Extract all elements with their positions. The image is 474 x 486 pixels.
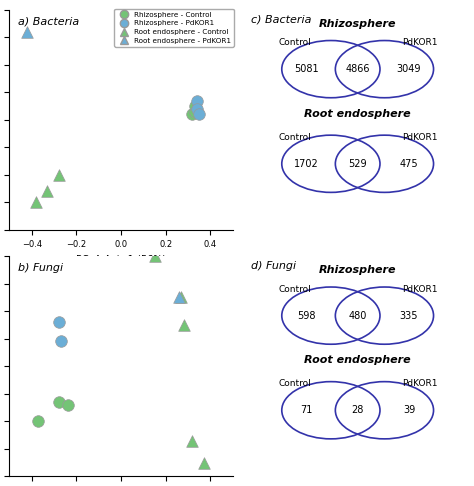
Point — [151, 252, 158, 260]
Text: 3049: 3049 — [397, 64, 421, 74]
Text: 5081: 5081 — [294, 64, 319, 74]
Text: 28: 28 — [352, 405, 364, 415]
Point — [24, 28, 31, 35]
Text: Control: Control — [279, 380, 311, 388]
Point — [193, 97, 201, 104]
Text: PdKOR1: PdKOR1 — [402, 285, 438, 294]
Text: 71: 71 — [300, 405, 312, 415]
Text: b) Fungi: b) Fungi — [18, 263, 64, 273]
Point — [178, 294, 185, 301]
Point — [55, 318, 63, 326]
Text: 1702: 1702 — [294, 159, 319, 169]
Point — [189, 110, 196, 118]
Text: Rhizosphere: Rhizosphere — [319, 18, 396, 29]
Text: 4866: 4866 — [346, 64, 370, 74]
Text: PdKOR1: PdKOR1 — [402, 380, 438, 388]
Text: Control: Control — [279, 133, 311, 142]
Legend: Rhizosphere - Control, Rhizosphere - PdKOR1, Root endosphere - Control, Root end: Rhizosphere - Control, Rhizosphere - PdK… — [114, 9, 234, 47]
Text: Control: Control — [279, 38, 311, 47]
Text: 335: 335 — [400, 311, 418, 321]
Text: Root endosphere: Root endosphere — [304, 109, 411, 119]
Point — [193, 105, 201, 113]
Point — [189, 436, 196, 444]
Text: 598: 598 — [297, 311, 316, 321]
Text: c) Bacteria: c) Bacteria — [251, 14, 311, 24]
Text: a) Bacteria: a) Bacteria — [18, 17, 80, 26]
Point — [175, 294, 183, 301]
Text: PdKOR1: PdKOR1 — [402, 133, 438, 142]
Point — [57, 338, 64, 346]
Text: 39: 39 — [403, 405, 415, 415]
Point — [55, 398, 63, 406]
Text: Rhizosphere: Rhizosphere — [319, 265, 396, 275]
X-axis label: PCoA Axis 1 (56%): PCoA Axis 1 (56%) — [76, 254, 166, 264]
Text: PdKOR1: PdKOR1 — [402, 38, 438, 47]
Point — [44, 188, 51, 195]
Text: Root endosphere: Root endosphere — [304, 355, 411, 365]
Point — [180, 321, 187, 329]
Text: d) Fungi: d) Fungi — [251, 260, 296, 271]
Point — [191, 102, 199, 110]
Point — [200, 459, 208, 467]
Text: 480: 480 — [348, 311, 367, 321]
Point — [55, 171, 63, 179]
Text: 475: 475 — [400, 159, 419, 169]
Point — [195, 110, 203, 118]
Text: Control: Control — [279, 285, 311, 294]
Point — [33, 198, 40, 206]
Point — [35, 417, 42, 425]
Point — [191, 107, 199, 115]
Text: 529: 529 — [348, 159, 367, 169]
Point — [64, 401, 71, 409]
